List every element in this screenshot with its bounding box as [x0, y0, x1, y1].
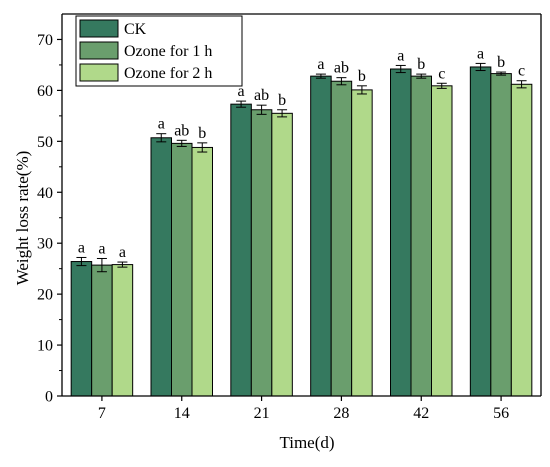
y-tick-label: 30 [37, 236, 53, 253]
x-axis-label: Time(d) [279, 433, 334, 452]
bar [390, 68, 412, 397]
y-tick-label: 50 [37, 134, 53, 151]
significance-letter: ab [334, 60, 349, 77]
error-bars-layer [76, 62, 527, 273]
bar [310, 75, 332, 397]
bar [510, 83, 533, 397]
significance-letter: a [158, 116, 165, 133]
legend-swatch [79, 63, 119, 82]
bar [111, 264, 134, 397]
bar [171, 142, 193, 397]
bar [70, 261, 93, 397]
bar [330, 80, 353, 397]
bar [150, 137, 172, 397]
y-tick-label: 10 [37, 338, 53, 355]
bar [351, 89, 373, 397]
legend: CK Ozone for 1 h Ozone for 2 h [75, 15, 243, 87]
bar [191, 146, 213, 397]
significance-letter: a [119, 244, 126, 261]
significance-letter: b [417, 56, 425, 73]
significance-letter: a [78, 239, 85, 256]
bar [410, 75, 432, 397]
significance-letter: b [198, 125, 206, 142]
y-tick-label: 20 [37, 287, 53, 304]
x-tick-label: 7 [98, 405, 106, 422]
y-axis-label: Weight loss rate(%) [13, 151, 32, 286]
significance-letter: a [397, 47, 404, 64]
bar [469, 66, 492, 397]
legend-label: CK [124, 21, 147, 38]
significance-letter: a [317, 56, 324, 73]
x-tick-label: 21 [254, 405, 270, 422]
significance-letter: a [238, 83, 245, 100]
significance-letter: a [98, 240, 105, 257]
legend-swatch [79, 19, 119, 38]
y-tick-label: 0 [45, 389, 53, 406]
significance-letter: b [358, 68, 366, 85]
legend-label: Ozone for 1 h [124, 43, 212, 60]
x-tick-label: 42 [413, 405, 429, 422]
significance-letter: c [518, 63, 525, 80]
axes-layer: 0 10 20 30 40 50 60 70 7 14 21 28 42 56 [37, 13, 542, 422]
significance-letter: ab [254, 87, 269, 104]
bar [91, 264, 113, 397]
y-tick-label: 40 [37, 185, 53, 202]
significance-letter: b [497, 54, 505, 71]
bar [230, 103, 252, 397]
legend-swatch [79, 41, 119, 60]
significance-letter: a [477, 45, 484, 62]
y-tick-label: 70 [37, 32, 53, 49]
bars-layer [70, 66, 533, 397]
bar [250, 109, 273, 397]
x-tick-label: 28 [333, 405, 349, 422]
y-tick-label: 60 [37, 83, 53, 100]
significance-letter: b [278, 92, 286, 109]
bar [490, 73, 512, 397]
significance-letter: ab [174, 122, 189, 139]
x-tick-label: 14 [174, 405, 190, 422]
x-tick-label: 56 [493, 405, 509, 422]
significance-letter: c [438, 65, 445, 82]
bar [431, 85, 453, 397]
legend-label: Ozone for 2 h [124, 65, 212, 82]
bar [271, 112, 293, 397]
